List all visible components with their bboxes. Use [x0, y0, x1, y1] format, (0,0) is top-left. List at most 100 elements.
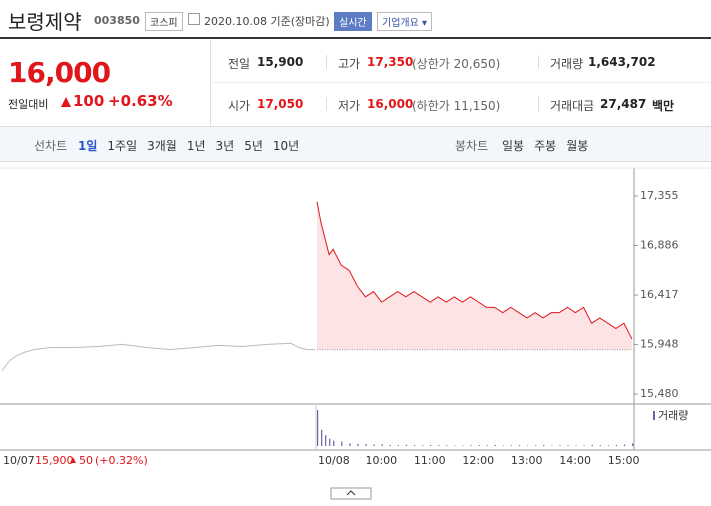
- volume-bar: [413, 445, 416, 446]
- volume-bar: [365, 444, 367, 446]
- up-icon: [70, 457, 76, 463]
- volume-bar: [357, 443, 359, 446]
- volume-bar: [397, 445, 399, 446]
- tab[interactable]: 10년: [272, 139, 300, 153]
- volume-bar: [551, 445, 553, 446]
- tab[interactable]: 1주일: [107, 139, 138, 153]
- info-text: 기업개요: [382, 18, 419, 29]
- y-tick-label: 16,886: [640, 239, 679, 252]
- x-tick-label: 13:00: [511, 454, 543, 467]
- realtime-badge[interactable]: 실시간: [334, 12, 372, 31]
- line-chart-label: 선차트: [34, 139, 68, 153]
- volume-legend: 거래량: [658, 409, 688, 422]
- volume-bar: [381, 444, 383, 446]
- x-tick-label: 12:00: [462, 454, 494, 467]
- change: 100: [73, 92, 105, 110]
- volume-bar: [527, 445, 529, 446]
- stat-unit: 백만: [652, 99, 675, 113]
- chart: 17,355 16,886 16,417 15,948 15,480 10/07 10/08…: [0, 167, 711, 500]
- y-tick-label: 17,355: [640, 189, 679, 202]
- y-tick-label: 15,480: [640, 387, 679, 400]
- tab[interactable]: 3개월: [147, 139, 177, 153]
- volume-bar: [486, 445, 488, 446]
- volume-bar: [462, 445, 464, 446]
- prev-close-change: 50: [79, 454, 93, 467]
- volume-bar: [607, 445, 609, 446]
- volume-legend-swatch: [653, 411, 655, 420]
- stat-sub: (상한가 20,650): [412, 57, 501, 71]
- volume-bar: [317, 410, 319, 446]
- day-label: 10/08: [318, 454, 350, 467]
- volume-bar: [405, 444, 408, 446]
- tab[interactable]: 1년: [186, 139, 206, 153]
- volume-bar: [329, 438, 331, 446]
- x-tick-label: 15:00: [608, 454, 640, 467]
- price-line: [1, 342, 315, 372]
- stat-label: 거래량: [550, 57, 584, 71]
- volume-bar: [591, 444, 593, 446]
- header-rule: [0, 37, 711, 39]
- volume-bar: [438, 445, 440, 446]
- stat-label: 저가: [338, 99, 361, 113]
- volume-bar: [470, 445, 472, 446]
- volume-bar: [615, 444, 618, 446]
- stat-label: 거래대금: [550, 99, 595, 113]
- volume-bar: [373, 444, 375, 446]
- volume-bar: [389, 444, 391, 446]
- stock-code: 003850: [94, 14, 140, 27]
- tab[interactable]: 일봉: [502, 139, 525, 153]
- period-tabs: 1일 1주일 3개월 1년 3년 5년 10년: [78, 137, 309, 154]
- current-price: 16,000: [8, 56, 111, 89]
- stat-divider: [538, 55, 539, 69]
- candle-chart-label: 봉차트: [455, 139, 489, 153]
- volume-bar: [518, 445, 521, 446]
- stat-divider: [326, 55, 327, 69]
- volume-bar: [543, 444, 545, 446]
- stat-value: 1,643,702: [588, 55, 656, 69]
- x-tick-label: 10:00: [365, 454, 397, 467]
- stat-rule: [210, 82, 711, 83]
- calendar-icon: [188, 13, 200, 25]
- volume-bar: [422, 445, 424, 446]
- tab[interactable]: 월봉: [566, 139, 589, 153]
- volume-bar: [341, 441, 343, 446]
- volume-bar: [632, 443, 634, 446]
- candle-tabs: 일봉 주봉 월봉: [502, 137, 598, 154]
- prev-close-price: 15,900: [35, 454, 74, 467]
- volume-bar: [446, 445, 448, 446]
- stat-divider: [538, 97, 539, 111]
- volume-bar: [583, 445, 585, 446]
- volume-bar: [321, 429, 323, 446]
- price-box: 16,000 전일대비 100 +0.63%: [0, 40, 211, 126]
- tab-bar: 선차트 1일 1주일 3개월 1년 3년 5년 10년 봉차트 일봉 주봉 월봉: [0, 126, 711, 162]
- stat-label: 시가: [228, 99, 251, 113]
- x-tick-label: 11:00: [414, 454, 446, 467]
- area: [317, 201, 632, 350]
- volume-bar: [535, 445, 537, 446]
- stat-sub: (하한가 11,150): [412, 99, 501, 113]
- volume-bar: [623, 444, 626, 446]
- company-info[interactable]: 기업개요 ▾: [377, 12, 433, 31]
- tab[interactable]: 1일: [78, 139, 98, 153]
- volume-bar: [510, 445, 513, 446]
- change-label: 전일대비: [8, 98, 49, 111]
- market-badge: 코스피: [145, 12, 183, 31]
- stat-value: 27,487: [600, 97, 647, 111]
- price-line: [316, 201, 633, 340]
- collapse-button[interactable]: [330, 487, 372, 500]
- stat-label: 전일: [228, 57, 251, 71]
- change-pct: +0.63%: [108, 92, 173, 110]
- stat-value: 16,000: [367, 97, 414, 111]
- volume-bar: [567, 445, 569, 446]
- y-tick-label: 15,948: [640, 338, 679, 351]
- volume-bar: [478, 445, 480, 446]
- stat-value: 17,050: [257, 97, 304, 111]
- prev-close-pct: (+0.32%): [95, 454, 148, 467]
- tab[interactable]: 주봉: [534, 139, 557, 153]
- volume-bar: [599, 445, 601, 446]
- volume-bar: [349, 443, 351, 446]
- tab[interactable]: 3년: [215, 139, 235, 153]
- volume-bar: [333, 440, 335, 446]
- volume-bar: [575, 445, 577, 446]
- tab[interactable]: 5년: [244, 139, 263, 153]
